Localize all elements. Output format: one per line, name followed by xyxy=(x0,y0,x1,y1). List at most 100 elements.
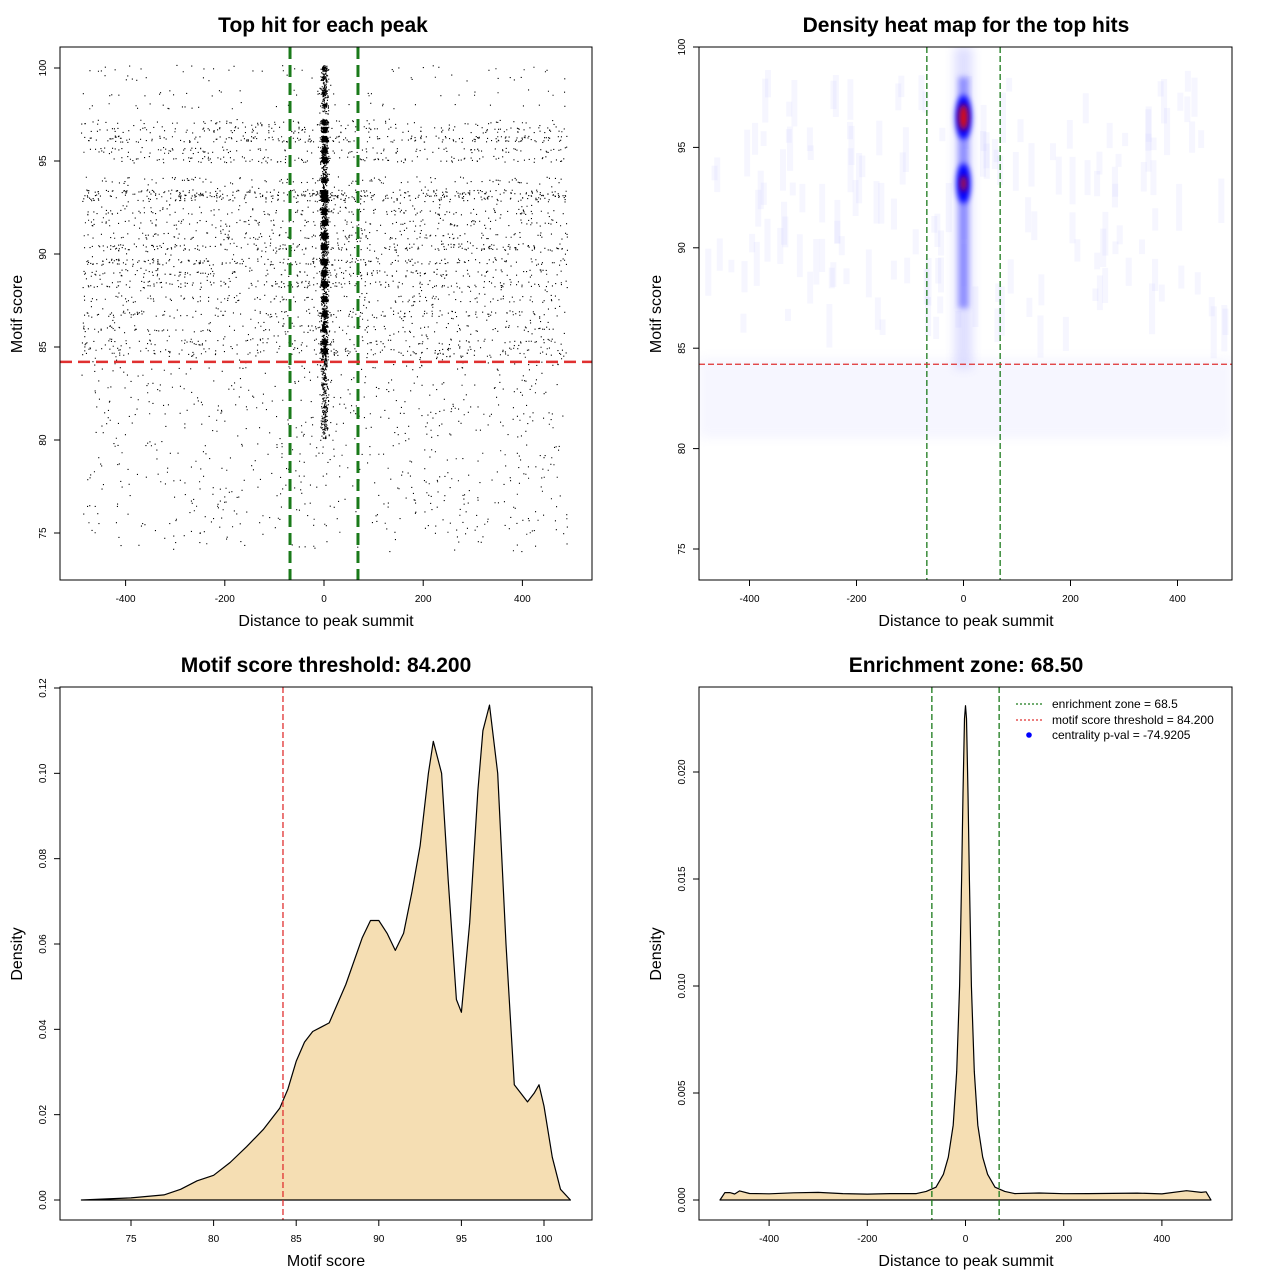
heatmap-background-density xyxy=(813,238,820,285)
heatmap-background-density xyxy=(819,183,826,223)
heatmap-background-density xyxy=(938,257,945,293)
heatmap-low-band xyxy=(699,358,1232,439)
heatmap-background-density xyxy=(873,181,880,224)
enrichment-y-tick-label: 0.015 xyxy=(677,866,688,891)
heatmap-background-density xyxy=(755,189,762,227)
heatmap-hotspot-high xyxy=(960,175,967,192)
heatmap-background-density xyxy=(1218,178,1225,223)
heatmap-background-density xyxy=(912,229,919,255)
heatmap-background-density xyxy=(760,182,767,205)
heatmap-background-density xyxy=(1084,160,1091,196)
heatmap-background-density xyxy=(899,152,906,185)
heatmap-background-density xyxy=(1028,143,1035,187)
score-density-area xyxy=(80,687,571,1220)
heatmap-y-axis-label: Motif score xyxy=(648,275,665,353)
heatmap-background-density xyxy=(830,262,837,287)
heatmap-background-density xyxy=(834,220,841,244)
heatmap-y-tick-label: 80 xyxy=(677,443,688,455)
legend-label-centrality-pval: centrality p-val = -74.9205 xyxy=(1052,728,1191,742)
heatmap-background-density xyxy=(1164,107,1171,156)
score-density-y-tick-label: 0.08 xyxy=(38,848,49,868)
heatmap-background-density xyxy=(1177,92,1184,111)
enrichment-y-tick-label: 0.020 xyxy=(677,759,688,784)
heatmap-background-density xyxy=(1069,156,1076,205)
heatmap-background-density xyxy=(1150,137,1157,151)
heatmap-background-density xyxy=(1178,265,1185,289)
heatmap-background-density xyxy=(890,198,897,230)
heatmap-background-density xyxy=(935,258,942,284)
heatmap-background-density xyxy=(711,165,718,181)
heatmap-background-density xyxy=(848,125,855,166)
enrichment-x-tick-label: 200 xyxy=(1055,1234,1072,1245)
heatmap-background-density xyxy=(939,127,946,142)
score-density-y-tick-label: 0.12 xyxy=(38,678,49,698)
heatmap-background-density xyxy=(1111,166,1118,208)
heatmap-background-density xyxy=(878,182,885,224)
heatmap-background-density xyxy=(1139,239,1146,255)
heatmap-axes: -400 -200 0 200 400 75 80 85 90 95 100 xyxy=(677,38,1186,605)
heatmap-background-density xyxy=(1184,70,1191,92)
legend-swatch-centrality-pval xyxy=(1026,732,1032,738)
scatter-y-tick-label: 90 xyxy=(38,248,49,260)
heatmap-background-density xyxy=(1066,120,1073,149)
heatmap-background-density xyxy=(1210,306,1217,359)
heatmap-background-density xyxy=(764,218,771,262)
score-density-x-tick-label: 100 xyxy=(536,1234,553,1245)
heatmap-background-density xyxy=(780,149,787,191)
heatmap-background-density xyxy=(1176,183,1183,231)
enrichment-y-tick-label: 0.005 xyxy=(677,1080,688,1105)
heatmap-background-density xyxy=(918,75,925,111)
scatter-x-axis-label: Distance to peak summit xyxy=(238,613,414,630)
heatmap-background-density xyxy=(997,155,1004,186)
heatmap-background-density xyxy=(716,238,723,271)
heatmap-background-density xyxy=(826,304,833,348)
heatmap-x-axis-label: Distance to peak summit xyxy=(878,613,1054,630)
scatter-y-tick-label: 95 xyxy=(38,155,49,167)
heatmap-background-density xyxy=(933,316,940,340)
heatmap-background-density xyxy=(806,127,813,151)
heatmap-y-tick-label: 100 xyxy=(677,38,688,55)
heatmap-background-density xyxy=(1145,109,1152,151)
heatmap-background-density xyxy=(994,308,1001,343)
heatmap-x-tick-label: 0 xyxy=(961,594,967,605)
panel-heatmap: Density heat map for the top hits -400 -2… xyxy=(648,14,1233,630)
scatter-y-tick-label: 85 xyxy=(38,341,49,353)
heatmap-background-density xyxy=(1149,283,1156,335)
heatmap-background-density xyxy=(1191,77,1198,117)
score-density-y-axis-label: Density xyxy=(9,927,26,980)
heatmap-background-density xyxy=(925,258,932,306)
scatter-points xyxy=(81,64,568,553)
heatmap-background-density xyxy=(749,233,756,253)
heatmap-background-density xyxy=(1112,183,1119,197)
enrichment-y-tick-label: 0.010 xyxy=(677,973,688,998)
heatmap-background-density xyxy=(728,259,735,273)
heatmap-background-density xyxy=(879,319,886,335)
enrichment-y-tick-label: 0.000 xyxy=(677,1187,688,1212)
heatmap-background-density xyxy=(1152,258,1159,292)
heatmap-background-density xyxy=(1125,257,1132,286)
enrichment-y-axis-label: Density xyxy=(648,927,665,980)
heatmap-background-density xyxy=(843,268,850,285)
heatmap-background-density xyxy=(1096,151,1103,175)
enrichment-x-tick-label: 0 xyxy=(963,1234,969,1245)
heatmap-background-density xyxy=(876,120,883,156)
heatmap-reference-lines xyxy=(699,47,1232,580)
heatmap-background-density xyxy=(786,101,793,117)
heatmap-x-tick-label: 400 xyxy=(1169,594,1186,605)
heatmap-background-density xyxy=(807,271,814,304)
enrichment-x-axis-label: Distance to peak summit xyxy=(878,1253,1054,1270)
score-density-x-tick-label: 90 xyxy=(373,1234,385,1245)
heatmap-background-density xyxy=(1102,211,1109,256)
heatmap-background-density xyxy=(980,130,987,177)
score-density-x-axis-label: Motif score xyxy=(287,1253,365,1270)
heatmap-background-density xyxy=(1100,228,1107,267)
heatmap-background-density xyxy=(1074,239,1081,262)
heatmap-background-density xyxy=(856,153,863,204)
heatmap-background-density xyxy=(945,182,952,233)
heatmap-background-density xyxy=(1069,212,1076,244)
heatmap-background-density xyxy=(995,283,1002,302)
heatmap-background-density xyxy=(714,157,721,193)
heatmap-hotspot-max xyxy=(959,104,968,131)
heatmap-background-density xyxy=(1031,211,1038,241)
heatmap-background-density xyxy=(1116,225,1123,245)
